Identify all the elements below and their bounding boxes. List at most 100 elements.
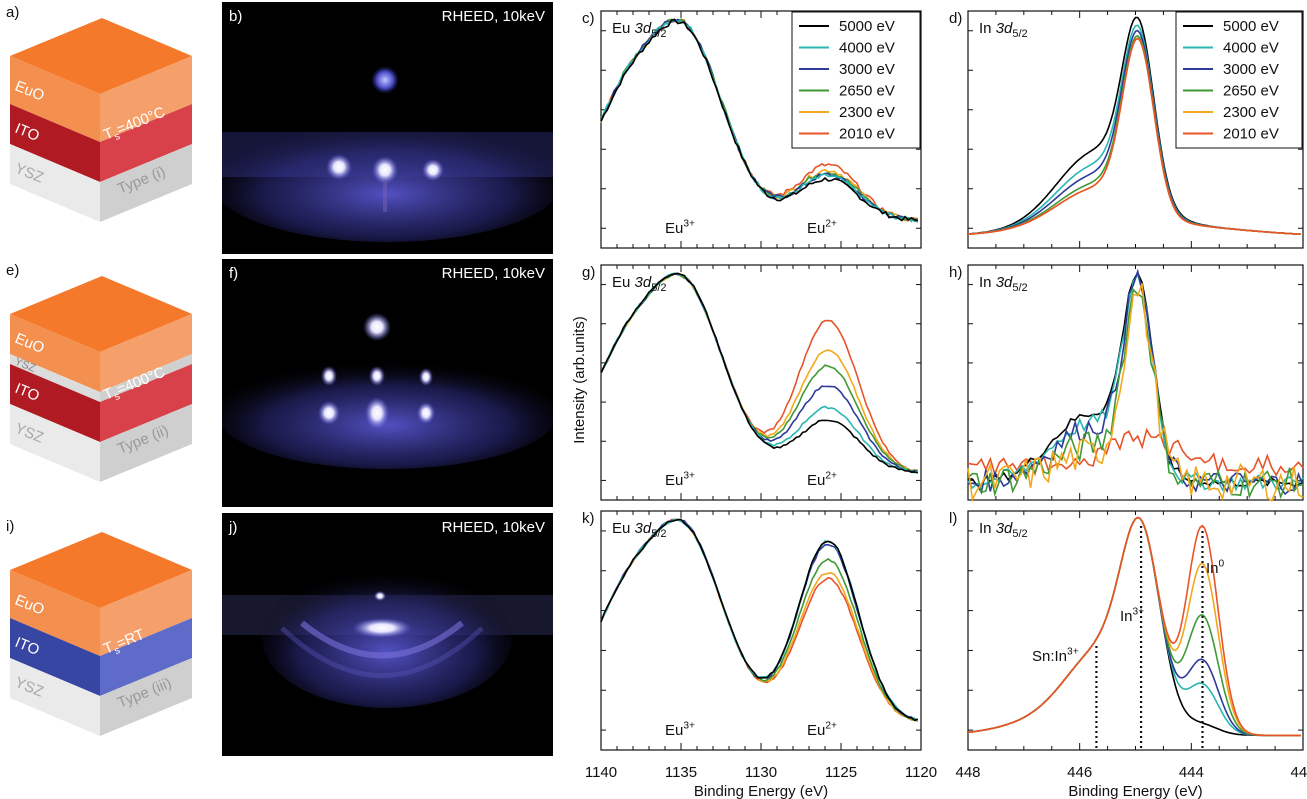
in-tick-label: 442 <box>1290 764 1307 781</box>
legend-entry: 5000 eV <box>839 18 895 35</box>
title-sub: 5/2 <box>1012 528 1027 540</box>
series-line-2010-eV <box>967 427 1304 477</box>
ts-sub: s <box>113 391 122 403</box>
rheed-pattern-f <box>222 259 553 507</box>
series-line-2650-eV <box>600 518 918 722</box>
in-tick-label: 448 <box>955 764 980 781</box>
series-line-3000-eV <box>967 29 1301 235</box>
title-orbital: 3d <box>996 520 1013 537</box>
eu2-label-base: Eu <box>807 722 825 739</box>
layer-right-euo <box>100 314 192 392</box>
layer-right-ysz <box>100 658 192 736</box>
in3-label-exp: 3+ <box>1133 606 1145 617</box>
spectrum-panel-d: d) In 3d5/2 <box>949 10 1304 249</box>
layer-left-euo <box>10 56 100 142</box>
series-line-4000-eV <box>600 18 919 223</box>
series-line-5000-eV <box>600 18 918 222</box>
title-element: Eu <box>612 520 635 537</box>
legend-c: 5000 eV 4000 eV 3000 eV 2650 eV 2300 eV 2010 … <box>791 11 921 149</box>
series-line-2650-eV <box>600 18 919 223</box>
series-line-2010-eV <box>967 37 1301 235</box>
eu-tick-label: 1125 <box>825 764 857 781</box>
series-line-2010-eV <box>967 516 1301 737</box>
layer-left-ito <box>10 364 100 442</box>
series-line-2300-eV <box>600 18 919 222</box>
legend-d: 5000 eV 4000 eV 3000 eV 2650 eV 2300 eV 2010 … <box>1175 11 1303 149</box>
title-sub: 5/2 <box>1012 28 1027 40</box>
series-line-5000-eV <box>600 518 919 722</box>
panel-label-l: l) <box>949 510 957 527</box>
in-tick-label: 444 <box>1179 764 1204 781</box>
series-line-2300-eV <box>600 518 918 722</box>
ts-sub: s <box>113 131 122 143</box>
series-line-4000-eV <box>600 518 919 722</box>
title-sub: 5/2 <box>651 28 666 40</box>
sn-in3-label-base: Sn:In <box>1032 648 1067 665</box>
layer-right-euo <box>100 56 192 142</box>
rheed-pattern-j <box>222 513 553 756</box>
in-x-axis-label: Binding Energy (eV) <box>1068 783 1202 799</box>
spectrum-panel-l: l)In 3d5/2Sn:In3+In3+In0 <box>949 510 1304 751</box>
title-orbital: 3d <box>996 274 1013 291</box>
panel-label-a: a) <box>6 4 20 21</box>
layer-right-ito <box>100 364 192 442</box>
eu3-label-base: Eu <box>665 722 683 739</box>
spectrum-title: In 3d5/2 <box>979 520 1028 540</box>
title-orbital: 3d <box>635 274 652 291</box>
panel-label-i: i) <box>6 518 15 535</box>
eu2-label-exp: 2+ <box>825 720 837 731</box>
eu3-label-exp: 3+ <box>683 470 695 481</box>
series-line-2300-eV <box>967 37 1301 235</box>
in0-label-exp: 0 <box>1219 558 1225 569</box>
top-face <box>10 18 192 94</box>
legend-entry: 2650 eV <box>1223 83 1279 100</box>
in-tick-label: 446 <box>1067 764 1092 781</box>
title-sub: 5/2 <box>1012 282 1027 294</box>
spectrum-panel-l-frame <box>967 510 1304 751</box>
series-line-3000-eV <box>967 516 1301 737</box>
panel-label-b: b) <box>229 8 243 25</box>
layer-left-ysz <box>10 144 100 222</box>
series-line-3000-eV <box>600 272 918 473</box>
layer-right-euo <box>100 570 192 656</box>
eu2-label: Eu2+ <box>807 218 837 237</box>
rheed-title-j: RHEED, 10keV <box>441 519 545 536</box>
eu-tick-label: 1120 <box>905 764 937 781</box>
panel-label-h: h) <box>949 264 962 281</box>
eu3-label-base: Eu <box>665 220 683 237</box>
layer-left-ito <box>10 618 100 696</box>
spectrum-title: In 3d5/2 <box>979 20 1028 40</box>
title-element: In <box>979 274 996 291</box>
legend-entry: 2010 eV <box>1223 126 1279 143</box>
eu3-label: Eu3+ <box>665 218 695 237</box>
legend-box <box>1175 11 1303 149</box>
title-element: In <box>979 520 996 537</box>
rheed-title-b: RHEED, 10keV <box>441 8 545 25</box>
series-line-2010-eV <box>600 18 918 222</box>
in3-label: In3+ <box>1120 606 1144 625</box>
legend-entry: 2650 eV <box>839 83 895 100</box>
legend-entry: 4000 eV <box>839 40 895 57</box>
series-line-2010-eV <box>600 518 918 722</box>
series-line-5000-eV <box>600 272 919 474</box>
spectrum-panel-k-frame <box>600 510 922 751</box>
rheed-image-b: b) RHEED, 10keV <box>222 2 553 254</box>
spectrum-panel-h: h) In 3d5/2 <box>949 264 1304 503</box>
eu2-label-exp: 2+ <box>825 218 837 229</box>
in3-label-base: In <box>1120 608 1133 625</box>
series-line-5000-eV <box>967 271 1304 487</box>
layer-right-ito <box>100 618 192 696</box>
series-line-2300-eV <box>967 516 1301 737</box>
panel-label-k: k) <box>582 510 595 527</box>
layer-right-ysz <box>100 404 192 482</box>
sn-in3-label: Sn:In3+ <box>1032 646 1079 665</box>
panel-label-d: d) <box>949 10 962 27</box>
title-orbital: 3d <box>996 20 1013 37</box>
title-orbital: 3d <box>635 520 652 537</box>
